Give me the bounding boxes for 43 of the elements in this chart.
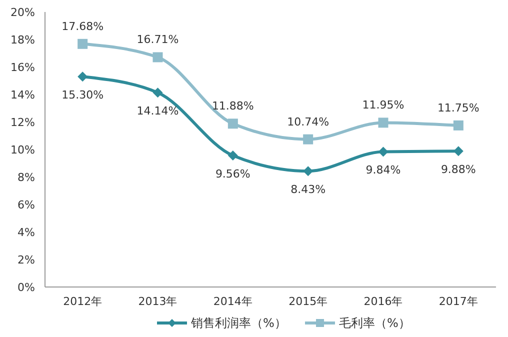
x-tick-label: 2015年 bbox=[288, 295, 328, 308]
y-tick-label: 4% bbox=[18, 226, 35, 239]
data-label: 9.88% bbox=[440, 163, 476, 176]
y-tick-label: 8% bbox=[18, 170, 35, 184]
point bbox=[152, 52, 163, 62]
y-tick-label: 12% bbox=[10, 116, 35, 129]
legend-label: 毛利率（%） bbox=[339, 316, 410, 330]
data-label: 15.30% bbox=[62, 88, 104, 102]
data-label: 10.74% bbox=[287, 115, 330, 128]
x-tick-label: 2017年 bbox=[438, 295, 478, 308]
x-tick-label: 2014年 bbox=[213, 295, 252, 308]
point bbox=[303, 134, 314, 144]
data-label: 17.68% bbox=[62, 20, 104, 33]
y-tick-label: 10% bbox=[10, 143, 35, 156]
data-label: 9.56% bbox=[215, 168, 250, 181]
x-tick-label: 2012年 bbox=[63, 295, 102, 308]
y-tick-label: 2% bbox=[18, 253, 35, 266]
data-label: 8.43% bbox=[290, 183, 326, 196]
point bbox=[228, 150, 238, 161]
y-tick-label: 0% bbox=[18, 280, 35, 294]
point bbox=[453, 120, 464, 130]
data-label: 11.88% bbox=[212, 100, 254, 113]
y-tick-label: 6% bbox=[18, 198, 35, 212]
y-tick-label: 20% bbox=[10, 6, 35, 19]
point bbox=[78, 72, 88, 82]
y-tick-label: 14% bbox=[10, 88, 35, 102]
y-tick-label: 16% bbox=[10, 60, 35, 74]
point bbox=[303, 166, 314, 176]
y-tick-label: 18% bbox=[10, 33, 35, 46]
point bbox=[453, 146, 464, 156]
point bbox=[378, 118, 388, 128]
legend-label: 销售利润率（%） bbox=[190, 316, 286, 330]
data-label: 9.84% bbox=[366, 164, 401, 177]
data-label: 16.71% bbox=[136, 33, 179, 46]
point bbox=[378, 146, 388, 157]
data-label: 11.95% bbox=[362, 98, 404, 112]
data-label: 14.14% bbox=[136, 104, 179, 118]
x-tick-label: 2016年 bbox=[364, 295, 403, 308]
point bbox=[152, 88, 163, 98]
x-tick-label: 2013年 bbox=[138, 295, 178, 308]
data-label: 11.75% bbox=[437, 101, 480, 114]
point bbox=[78, 38, 88, 49]
point bbox=[228, 118, 238, 129]
